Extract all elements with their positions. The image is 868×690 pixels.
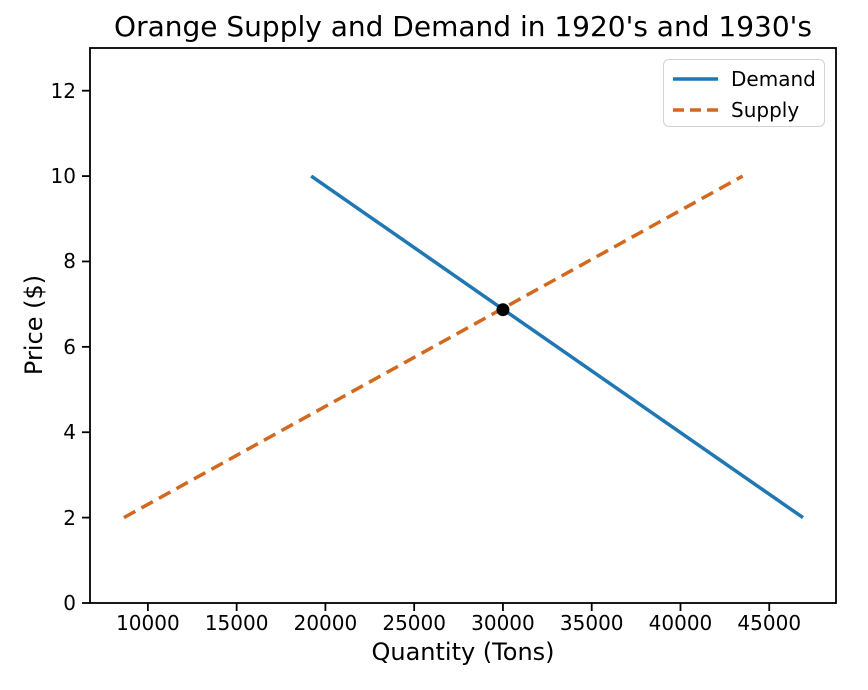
y-tick-label: 10: [50, 164, 76, 189]
x-tick-label: 25000: [382, 611, 446, 635]
y-axis-label: Price ($): [20, 274, 48, 376]
supply-line-sample: [673, 107, 718, 112]
x-tick-label: 20000: [293, 611, 358, 635]
legend: Demand Supply: [663, 59, 825, 127]
axes-spines: [89, 47, 837, 604]
y-tick-label: 8: [63, 249, 76, 274]
y-tick-label: 6: [63, 334, 76, 359]
equilibrium-point-marker: [496, 303, 510, 317]
legend-label-supply: Supply: [731, 97, 800, 122]
y-tick-label: 4: [63, 420, 76, 445]
legend-item-supply: Supply: [673, 94, 824, 125]
x-tick-label: 35000: [559, 611, 624, 635]
x-axis-label: Quantity (Tons): [371, 638, 555, 666]
y-tick-label: 12: [50, 78, 76, 103]
y-tick-label: 2: [63, 505, 76, 530]
demand-line-sample: [673, 76, 718, 81]
x-tick-label: 15000: [204, 611, 269, 635]
legend-item-demand: Demand: [673, 63, 824, 94]
supply-line: [123, 174, 744, 520]
x-tick-label: 40000: [648, 611, 713, 635]
y-tick-label: 0: [63, 591, 76, 615]
legend-label-demand: Demand: [731, 66, 816, 91]
x-tick-label: 10000: [116, 611, 180, 635]
x-tick-label: 30000: [471, 611, 535, 635]
x-tick-label: 45000: [737, 611, 802, 635]
demand-line: [310, 174, 804, 520]
chart-title: Orange Supply and Demand in 1920's and 1…: [114, 10, 812, 43]
